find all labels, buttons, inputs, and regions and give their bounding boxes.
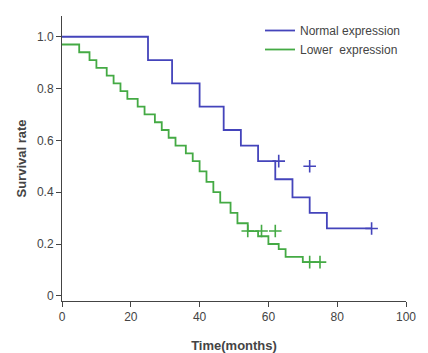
svg-text:0.6: 0.6 xyxy=(37,134,54,148)
svg-text:0.8: 0.8 xyxy=(37,82,54,96)
svg-text:Normal expression: Normal expression xyxy=(300,24,400,38)
svg-text:Time(months): Time(months) xyxy=(191,338,277,353)
svg-text:20: 20 xyxy=(124,310,138,324)
svg-text:0: 0 xyxy=(59,310,66,324)
svg-text:0.2: 0.2 xyxy=(37,237,54,251)
svg-text:40: 40 xyxy=(193,310,207,324)
svg-text:0: 0 xyxy=(47,289,54,303)
svg-text:100: 100 xyxy=(396,310,416,324)
svg-text:1.0: 1.0 xyxy=(37,30,54,44)
svg-text:Survival rate: Survival rate xyxy=(14,119,29,197)
svg-text:80: 80 xyxy=(331,310,345,324)
svg-text:0.4: 0.4 xyxy=(37,185,54,199)
svg-text:60: 60 xyxy=(262,310,276,324)
svg-text:Lower expression: Lower expression xyxy=(300,43,397,57)
